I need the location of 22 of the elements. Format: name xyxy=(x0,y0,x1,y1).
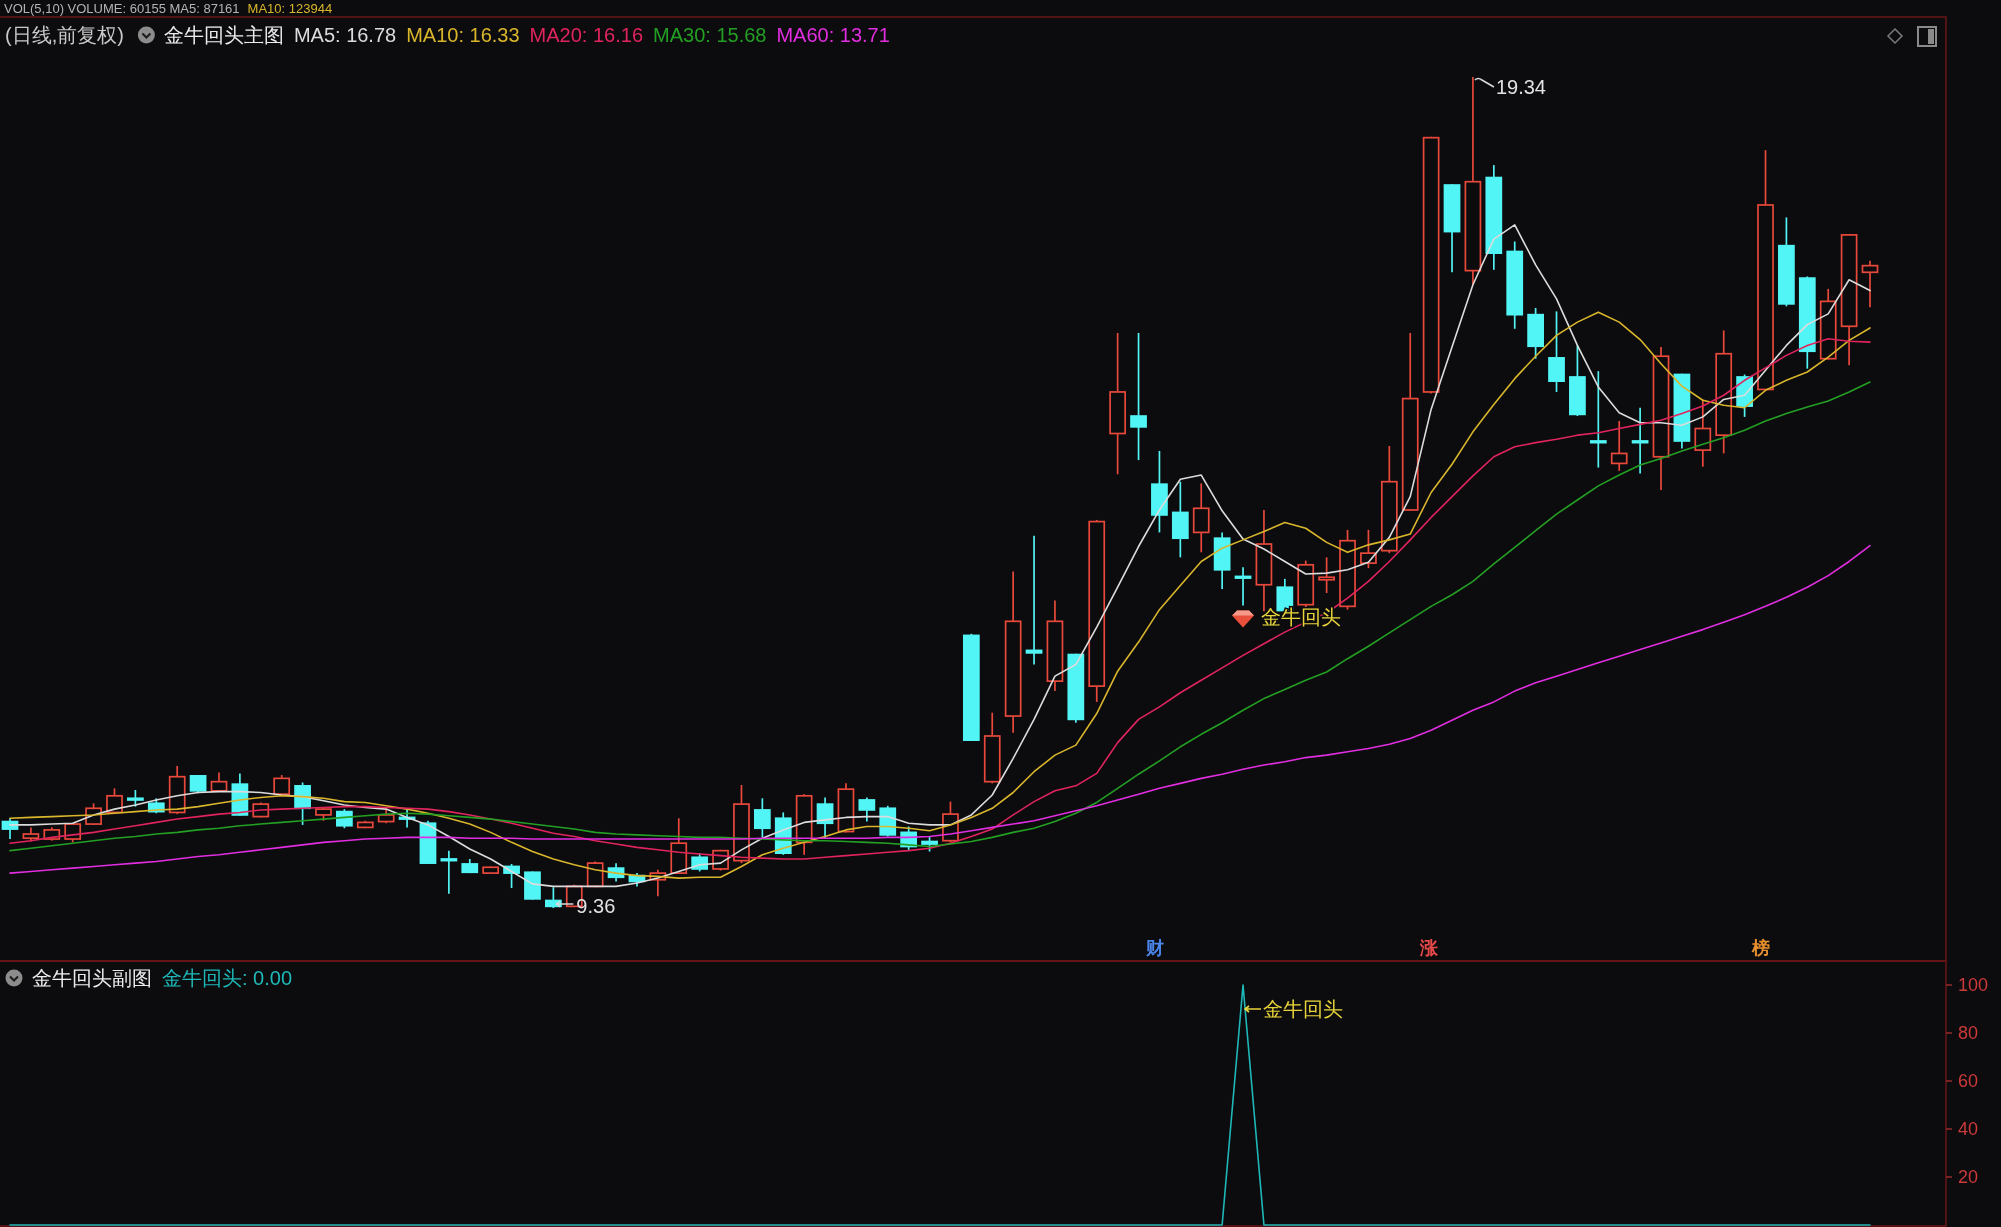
text: MA10: 16.33 xyxy=(406,24,520,46)
y-tick-label: 80 xyxy=(1958,1023,1979,1043)
text: 榜 xyxy=(1751,938,1770,958)
chart-title: 金牛回头副图 xyxy=(32,967,152,989)
y-tick-label: 100 xyxy=(1958,975,1989,995)
text: MA5: 16.78 xyxy=(293,24,397,46)
y-tick-label: 60 xyxy=(1958,1071,1979,1091)
text: MA10: 123944 xyxy=(247,1,333,16)
annotation: 金牛回头 xyxy=(1263,998,1344,1020)
text: MA20: 16.16 xyxy=(529,24,644,46)
text: MA60: 13.71 xyxy=(776,24,890,46)
annotation: 9.36 xyxy=(576,895,616,917)
y-tick-label: 40 xyxy=(1958,1119,1979,1139)
annotation: 19.34 xyxy=(1495,76,1546,98)
text: 财 xyxy=(1145,938,1164,958)
chart-title: (日线,前复权) xyxy=(5,24,124,46)
chart-subtitle: 金牛回头主图 xyxy=(163,24,284,46)
text: VOL(5,10) VOLUME: 60155 MA5: 87161 xyxy=(4,1,240,16)
text: 涨 xyxy=(1419,938,1439,958)
text: MA30: 15.68 xyxy=(653,24,767,46)
text: 金牛回头: 0.00 xyxy=(162,967,293,989)
y-tick-label: 20 xyxy=(1958,1167,1979,1187)
